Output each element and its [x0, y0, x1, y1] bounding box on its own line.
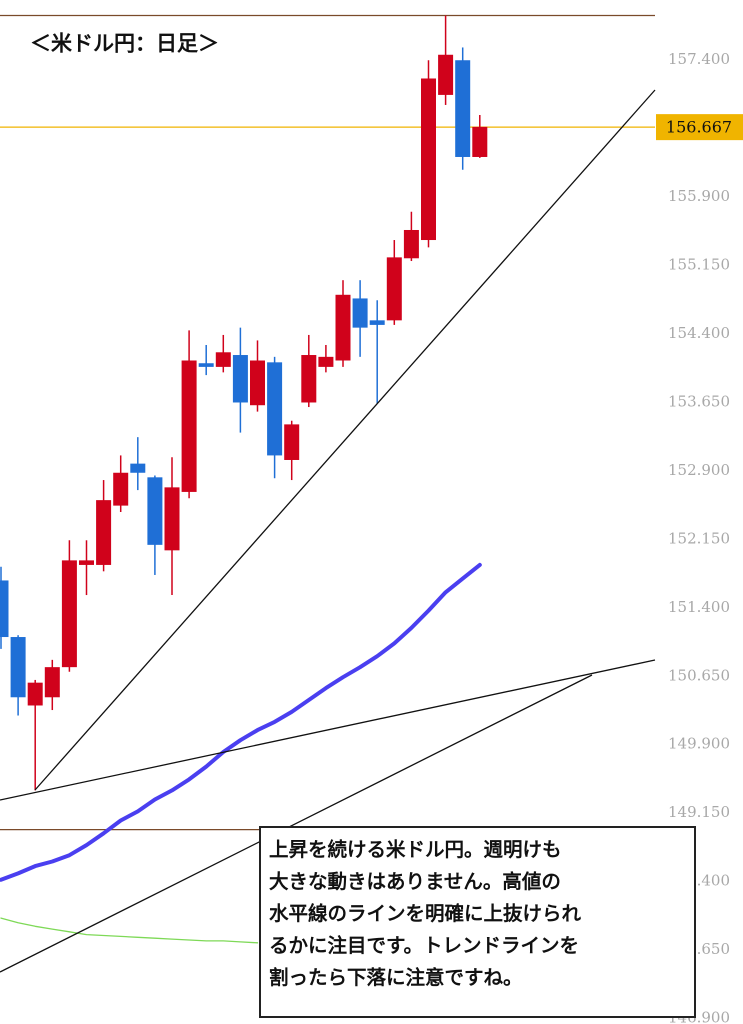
candle-body	[386, 257, 402, 321]
comment-line: 割ったら下落に注意ですね。	[269, 966, 523, 989]
trend-lines	[0, 89, 656, 973]
candle-body	[318, 356, 334, 367]
candle-body	[164, 487, 180, 551]
chart-title: ＜米ドル円：日足＞	[30, 31, 219, 56]
candle-body	[438, 54, 454, 95]
candle-body	[10, 637, 26, 698]
candle-body	[79, 560, 94, 565]
y-tick-label: 155.900	[668, 187, 730, 205]
plot	[0, 14, 655, 944]
candle-body	[181, 360, 197, 492]
candle-body	[284, 424, 300, 460]
candle-body	[232, 355, 248, 403]
comment-line: るかに注目です。トレンドラインを	[269, 934, 580, 957]
trend-line	[34, 89, 656, 791]
candle-body	[147, 477, 163, 545]
y-tick-label: 150.650	[668, 666, 730, 684]
candle-body	[215, 352, 231, 367]
candle-body	[44, 667, 60, 698]
candle-body	[301, 355, 317, 403]
overlay: 146.900147.650148.400149.150149.900150.6…	[656, 50, 743, 1024]
trend-line	[0, 659, 656, 801]
y-tick-label: 149.900	[668, 735, 730, 753]
moving-average-line	[0, 562, 482, 882]
trend-line	[0, 674, 593, 973]
candle-body	[352, 298, 368, 328]
candle-body	[0, 580, 9, 638]
y-tick-label: 152.900	[668, 461, 730, 479]
y-tick-label: 155.150	[668, 256, 730, 274]
candle-body	[198, 363, 214, 367]
comment-line: 上昇を続ける米ドル円。週明けも	[269, 838, 562, 861]
y-tick-label: 151.400	[668, 598, 730, 616]
candle-body	[61, 560, 77, 668]
candle-body	[130, 463, 146, 473]
comment-box: 上昇を続ける米ドル円。週明けも 大きな動きはありません。高値の 水平線のラインを明確…	[259, 826, 696, 1018]
moving-average-line	[0, 917, 259, 944]
candle-body	[403, 229, 419, 259]
y-tick-label: 153.650	[668, 392, 730, 410]
candle-body	[369, 320, 385, 325]
candle-body	[421, 78, 436, 241]
y-tick-label: 149.150	[668, 803, 730, 821]
candle-body	[335, 294, 351, 361]
price-label-box	[656, 114, 743, 141]
y-tick-label: 154.400	[668, 324, 730, 342]
y-tick-label: 157.400	[668, 50, 730, 68]
y-tick-label: 152.150	[668, 529, 730, 547]
candle-body	[267, 362, 283, 456]
candle-body	[472, 126, 488, 157]
comment-line: 水平線のラインを明確に上抜けられ	[269, 902, 582, 925]
candle-body	[455, 60, 471, 157]
candle-body	[96, 500, 112, 565]
candle-body	[113, 472, 129, 506]
price-label: 156.667	[666, 118, 732, 137]
candle-body	[250, 360, 265, 406]
candle-body	[27, 682, 43, 706]
comment-line: 大きな動きはありません。高値の	[269, 870, 561, 893]
